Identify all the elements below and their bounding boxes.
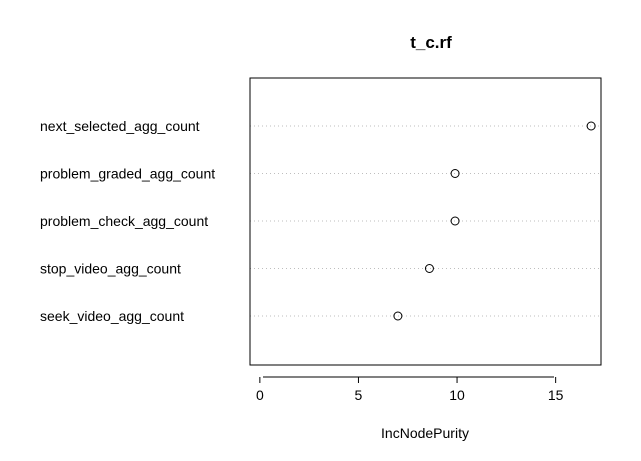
variable-label: problem_graded_agg_count <box>40 166 215 182</box>
data-point <box>586 121 596 131</box>
x-axis-label: IncNodePurity <box>381 425 469 441</box>
x-tick-label: 0 <box>256 387 264 403</box>
x-tick-label: 15 <box>548 387 564 403</box>
chart-title: t_c.rf <box>410 33 452 52</box>
x-tick-label: 5 <box>355 387 363 403</box>
plot-frame <box>249 77 602 366</box>
x-axis-ticks: 0 5 10 15 <box>256 377 564 403</box>
variable-labels: next_selected_agg_count problem_graded_ag… <box>40 118 215 324</box>
data-points <box>393 121 596 321</box>
data-point <box>393 311 403 321</box>
variable-label: stop_video_agg_count <box>40 261 181 277</box>
variable-label: next_selected_agg_count <box>40 118 200 134</box>
guide-lines <box>250 125 601 317</box>
x-tick-label: 10 <box>449 387 465 403</box>
variable-label: problem_check_agg_count <box>40 213 208 229</box>
data-point <box>424 264 434 273</box>
data-point <box>450 169 460 178</box>
data-point <box>450 216 460 226</box>
variable-label: seek_video_agg_count <box>40 308 184 324</box>
